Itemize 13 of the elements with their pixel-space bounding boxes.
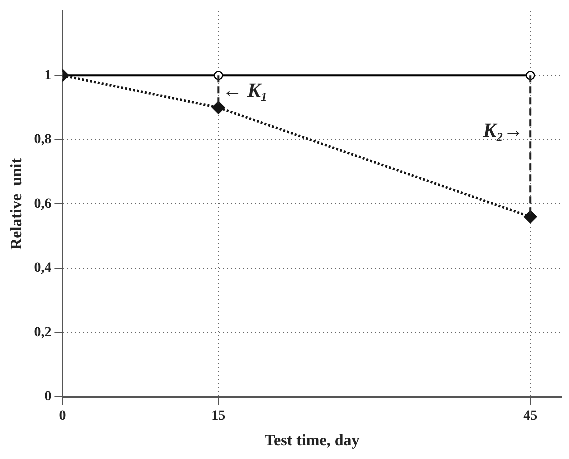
y-tick-label: 0,8 [34,132,52,148]
y-axis-title: Relative unit [8,158,26,250]
annotation: K₂→ [482,120,524,142]
x-axis-title: Test time, day [264,432,360,450]
annotation: ← K₁ [222,80,268,102]
y-tick-label: 0 [44,390,52,405]
x-tick-label: 0 [59,409,66,424]
y-tick-label: 0,2 [34,325,52,340]
y-tick-label: 0,6 [34,196,52,212]
y-tick-label: 0,4 [34,261,52,276]
x-tick-label: 15 [212,409,226,424]
x-tick-label: 45 [524,409,538,424]
y-tick-label: 1 [44,68,52,84]
